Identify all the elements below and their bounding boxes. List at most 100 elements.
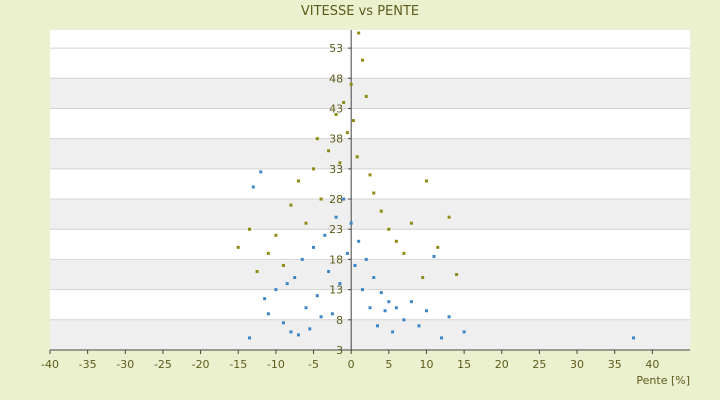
plot-area	[50, 30, 690, 351]
data-point	[342, 100, 346, 104]
y-tick-label: 33	[329, 163, 343, 176]
x-axis-ticks: -40 -35 -30 -25 -20 -15 -10 -5 0 5 10 15 20 25 30 35 40	[41, 350, 659, 371]
y-tick-label: 13	[329, 284, 343, 297]
data-point	[387, 227, 391, 231]
data-point	[368, 306, 372, 310]
x-tick-label: -40	[41, 358, 59, 371]
y-tick-label: 53	[329, 42, 343, 55]
data-point	[319, 315, 323, 319]
data-point	[360, 288, 364, 292]
y-tick-label: 8	[336, 314, 343, 327]
data-point	[372, 191, 376, 195]
data-point	[421, 276, 425, 280]
data-point	[379, 291, 383, 295]
grid-band	[50, 259, 690, 290]
x-tick-label: 30	[570, 358, 584, 371]
data-point	[236, 245, 240, 249]
x-tick-label: -20	[192, 358, 210, 371]
data-point	[308, 327, 312, 331]
data-point	[424, 179, 428, 183]
data-point	[266, 251, 270, 255]
y-tick-label: 43	[329, 102, 343, 115]
data-point	[409, 300, 413, 304]
data-point	[296, 333, 300, 337]
data-point	[364, 257, 368, 261]
chart-title: VITESSE vs PENTE	[301, 4, 419, 19]
data-point	[338, 282, 342, 286]
data-point	[327, 149, 331, 153]
x-tick-label: 25	[532, 358, 546, 371]
data-point	[327, 270, 331, 274]
grid-band	[50, 138, 690, 169]
data-point	[353, 263, 357, 267]
grid-band	[50, 199, 690, 230]
data-point	[312, 245, 316, 249]
data-point	[304, 221, 308, 225]
data-point	[357, 31, 361, 35]
data-point	[293, 276, 297, 280]
data-point	[263, 297, 267, 301]
data-point	[345, 251, 349, 255]
data-point	[349, 82, 353, 86]
data-point	[312, 167, 316, 171]
x-axis-label: Pente [%]	[636, 374, 690, 387]
y-tick-label: 18	[329, 253, 343, 266]
x-tick-label: 5	[385, 358, 392, 371]
x-tick-label: 35	[608, 358, 622, 371]
data-point	[266, 312, 270, 316]
data-point	[338, 161, 342, 165]
x-tick-label: 0	[348, 358, 355, 371]
data-point	[285, 282, 289, 286]
data-point	[409, 221, 413, 225]
data-point	[417, 324, 421, 328]
data-point	[281, 263, 285, 267]
data-point	[334, 215, 338, 219]
data-point	[376, 324, 380, 328]
data-point	[402, 318, 406, 322]
x-tick-label: -5	[308, 358, 319, 371]
data-point	[364, 94, 368, 98]
data-point	[255, 270, 259, 274]
data-point	[304, 306, 308, 310]
data-point	[391, 330, 395, 334]
data-point	[323, 233, 327, 237]
x-tick-label: 40	[645, 358, 659, 371]
data-point	[632, 336, 636, 340]
data-point	[330, 312, 334, 316]
data-point	[424, 309, 428, 313]
data-point	[440, 336, 444, 340]
y-tick-label: 38	[329, 133, 343, 146]
grid-band	[50, 78, 690, 109]
data-point	[379, 209, 383, 213]
data-point	[289, 203, 293, 207]
y-tick-label: 28	[329, 193, 343, 206]
data-point	[360, 58, 364, 62]
data-point	[334, 113, 338, 117]
data-point	[462, 330, 466, 334]
x-tick-label: -15	[229, 358, 247, 371]
data-point	[296, 179, 300, 183]
data-point	[342, 197, 346, 201]
data-point	[372, 276, 376, 280]
data-point	[345, 131, 349, 135]
data-point	[394, 306, 398, 310]
series-1	[248, 170, 636, 340]
data-point	[447, 315, 451, 319]
x-tick-label: -10	[267, 358, 285, 371]
data-point	[383, 309, 387, 313]
y-tick-label: 23	[329, 223, 343, 236]
y-tick-label: 3	[336, 344, 343, 357]
data-point	[455, 273, 459, 277]
data-point	[315, 294, 319, 298]
grid-band	[50, 319, 690, 350]
data-point	[259, 170, 263, 174]
data-point	[274, 288, 278, 292]
data-point	[402, 251, 406, 255]
data-point	[315, 137, 319, 141]
x-tick-label: -35	[79, 358, 97, 371]
data-point	[387, 300, 391, 304]
data-point	[355, 155, 359, 159]
data-point	[357, 239, 361, 243]
